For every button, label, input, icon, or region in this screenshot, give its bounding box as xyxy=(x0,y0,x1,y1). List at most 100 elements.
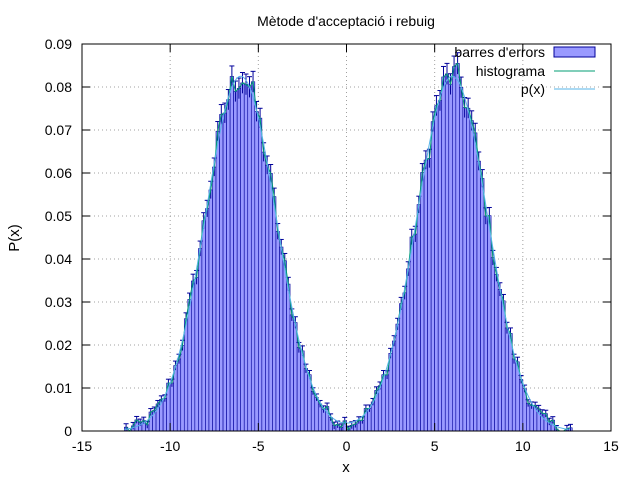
histogram-bar xyxy=(466,107,471,432)
histogram-bar xyxy=(511,358,517,432)
y-tick-labels: 0 0.01 0.02 0.03 0.04 0.05 0.06 0.07 0.08 0.09 xyxy=(45,36,72,439)
histogram-bar xyxy=(416,204,421,432)
x-axis-label: x xyxy=(342,459,350,476)
histogram-bar xyxy=(279,246,284,432)
histogram-bar xyxy=(180,345,185,432)
histogram-bar xyxy=(205,208,210,432)
histogram-bar xyxy=(370,401,376,432)
histogram-bar xyxy=(282,260,287,432)
histogram-bar xyxy=(451,66,457,432)
y-tick-label: 0.01 xyxy=(45,380,72,396)
x-tick-label: -15 xyxy=(72,438,92,454)
legend-label: barres d'errors xyxy=(454,44,545,60)
grid xyxy=(82,44,611,431)
histogram-bar xyxy=(473,132,478,432)
legend: barres d'errors histograma p(x) xyxy=(454,44,596,97)
histogram-bar xyxy=(229,76,234,432)
histogram-bar xyxy=(289,314,294,432)
histogram-bar xyxy=(448,83,453,432)
y-tick-label: 0.09 xyxy=(45,36,72,52)
histogram-bar xyxy=(413,233,418,432)
histogram-bar xyxy=(504,327,510,432)
ticks-layer xyxy=(81,43,612,432)
histogram-bar xyxy=(300,350,305,432)
x-tick-label: 5 xyxy=(431,438,439,454)
x-tick-label: 10 xyxy=(515,438,531,454)
chart-title: Mètode d'acceptació i rebuig xyxy=(257,13,435,29)
histogram-bar xyxy=(236,88,242,432)
x-tick-label: -10 xyxy=(160,438,180,454)
histogram-bar xyxy=(483,215,488,432)
histogram-bar xyxy=(381,374,386,432)
histogram-bar xyxy=(215,130,220,432)
histogram-bar xyxy=(314,397,319,432)
histogram-bar xyxy=(247,86,252,432)
histogram-bar xyxy=(268,173,273,432)
histogram-bar xyxy=(519,379,524,432)
bars-layer xyxy=(124,63,573,432)
histogram-bar xyxy=(430,121,435,432)
histogram-bar xyxy=(490,257,495,432)
x-tick-label: -5 xyxy=(252,438,265,454)
histogram-bar xyxy=(526,402,531,432)
legend-label: p(x) xyxy=(521,81,545,97)
histogram-bar xyxy=(240,82,245,432)
histogram-bar xyxy=(194,277,199,432)
x-tick-labels: -15 -10 -5 0 5 10 15 xyxy=(72,438,619,454)
histogram-bar xyxy=(437,100,443,432)
histogram-bar xyxy=(469,120,474,432)
histogram-bar xyxy=(187,299,192,432)
histogram-bar xyxy=(226,99,231,432)
histogram-bar xyxy=(258,117,263,432)
histogram-bar xyxy=(162,397,167,432)
histogram-bar xyxy=(176,358,182,432)
histogram-bar xyxy=(222,112,227,432)
x-tick-label: 15 xyxy=(603,438,619,454)
histogram-bar xyxy=(480,178,485,432)
histogram-bar xyxy=(173,365,178,432)
histogram-bar xyxy=(254,111,259,432)
y-tick-label: 0.05 xyxy=(45,208,72,224)
legend-label: histograma xyxy=(476,63,545,79)
y-tick-label: 0.06 xyxy=(45,165,72,181)
histogram-bar xyxy=(406,268,411,432)
histogram-bar xyxy=(529,405,534,432)
histogram-bar xyxy=(169,382,174,432)
histogram-bar xyxy=(455,63,460,432)
y-tick-label: 0 xyxy=(64,423,72,439)
y-tick-label: 0.08 xyxy=(45,79,72,95)
histogram-bar xyxy=(399,303,404,432)
y-axis-label: P(x) xyxy=(6,224,23,252)
histogram-bar xyxy=(261,151,266,432)
y-tick-label: 0.02 xyxy=(45,337,72,353)
histogram-bar xyxy=(212,166,217,432)
histogram-bar xyxy=(250,81,256,432)
histogram-bar xyxy=(384,374,390,432)
histogram-bar xyxy=(501,300,506,432)
histogram-bar xyxy=(198,248,203,432)
histogram-bar xyxy=(508,333,513,432)
histogram-bar xyxy=(310,390,316,432)
histogram-bar xyxy=(377,385,383,432)
histogram-bar xyxy=(434,105,439,432)
histogram-bar xyxy=(201,220,206,432)
histogram-bar xyxy=(487,215,492,432)
histogram-bar xyxy=(233,91,238,432)
histogram-bar xyxy=(265,164,270,432)
histogram-bar xyxy=(272,196,277,432)
histogram-bar xyxy=(395,323,400,432)
histogram-bar xyxy=(293,322,298,432)
histogram-bar xyxy=(462,107,467,432)
legend-swatch-bars xyxy=(553,46,596,58)
histogram-bar xyxy=(497,289,502,432)
histogram-bar xyxy=(219,114,224,432)
histogram-bar xyxy=(441,76,446,432)
histogram-bar xyxy=(476,160,481,432)
histogram-bar xyxy=(459,87,464,432)
histogram-bar xyxy=(494,274,499,432)
histogram-bar xyxy=(409,236,414,432)
histogram-bar xyxy=(191,280,196,432)
histogram-bar xyxy=(317,403,323,432)
histogram-bar xyxy=(423,159,428,432)
